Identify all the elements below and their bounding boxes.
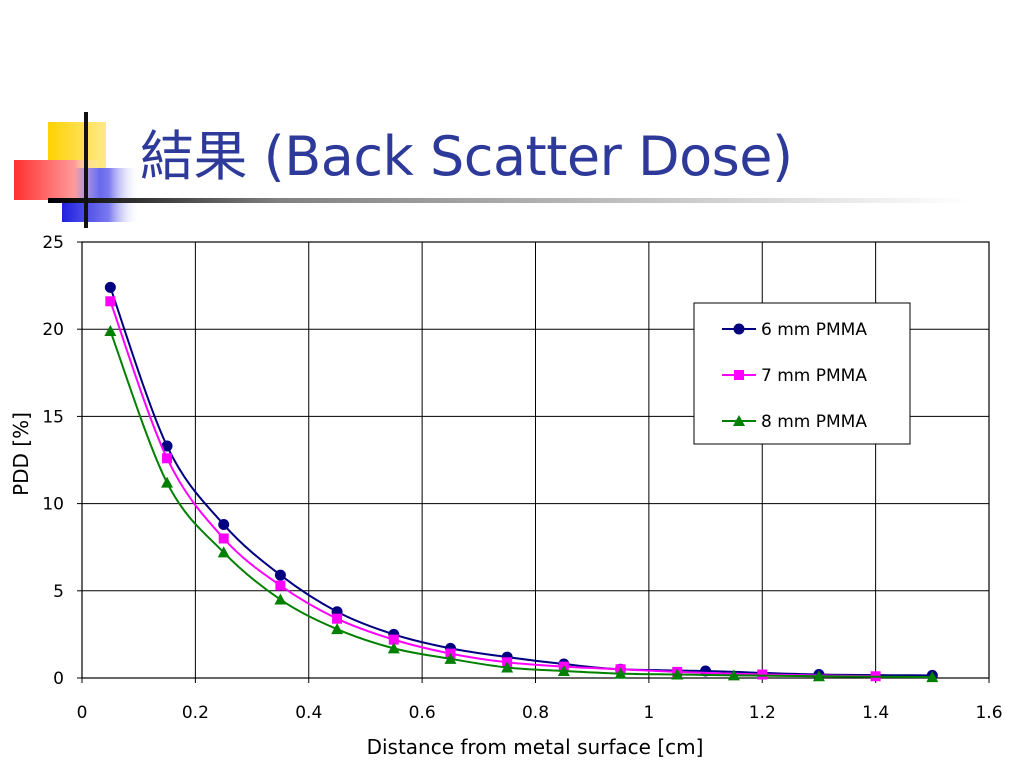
data-point	[501, 661, 514, 673]
slide-title: 結果 (Back Scatter Dose)	[140, 125, 793, 188]
legend-item: 7 mm PMMA	[722, 366, 867, 386]
x-tick-label: 1.2	[749, 703, 776, 723]
data-point	[331, 623, 344, 635]
legend-item: 6 mm PMMA	[722, 320, 867, 340]
data-point	[104, 324, 117, 336]
data-point	[218, 519, 230, 531]
legend-marker	[734, 370, 744, 380]
chart-legend: 6 mm PMMA 7 mm PMMA 8 mm PMMA	[693, 302, 911, 445]
data-point	[274, 593, 287, 605]
series-3	[104, 324, 939, 683]
legend-marker	[733, 323, 745, 335]
x-tick-label: 1.6	[975, 703, 1002, 723]
data-point	[332, 613, 343, 624]
x-tick-label: 1.4	[862, 703, 889, 723]
legend-label: 8 mm PMMA	[761, 412, 867, 432]
x-tick-label: 0	[77, 703, 88, 723]
x-tick-label: 0.6	[409, 703, 436, 723]
data-point	[161, 476, 174, 488]
title-underline	[48, 198, 968, 203]
data-point	[444, 652, 457, 664]
pdd-chart: 0 0.2 0.4 0.6 0.8 1 1.2 1.4 1.6 0 5 10 15 20 25 6 mm P…	[9, 233, 1003, 759]
data-point	[614, 667, 627, 679]
x-axis-label: Distance from metal surface [cm]	[367, 735, 704, 759]
data-point	[387, 642, 400, 654]
data-point	[812, 670, 825, 682]
legend-label: 7 mm PMMA	[761, 366, 867, 386]
x-tick-label: 0.2	[182, 703, 209, 723]
y-tick-label: 10	[42, 495, 64, 515]
data-point	[162, 453, 173, 464]
data-point	[217, 546, 230, 558]
x-tick-label: 0.4	[295, 703, 322, 723]
chart-axes: 0 0.2 0.4 0.6 0.8 1 1.2 1.4 1.6 0 5 10 15 20 25	[42, 233, 1002, 723]
yellow-square	[48, 122, 106, 178]
chart-series	[104, 281, 939, 683]
y-tick-label: 20	[42, 320, 64, 340]
data-point	[105, 296, 116, 307]
y-tick-label: 5	[53, 582, 64, 602]
legend-item: 8 mm PMMA	[722, 412, 867, 432]
y-tick-label: 15	[42, 407, 64, 427]
red-square	[14, 160, 100, 200]
legend-box	[693, 302, 911, 445]
legend-label: 6 mm PMMA	[761, 320, 867, 340]
legend-marker	[733, 415, 745, 426]
data-point	[274, 569, 286, 581]
vertical-bar	[84, 112, 88, 228]
data-point	[926, 671, 939, 683]
blue-square	[62, 168, 140, 222]
data-point	[727, 669, 740, 681]
y-tick-label: 25	[42, 233, 64, 253]
data-point	[275, 580, 286, 591]
data-point	[388, 634, 399, 645]
y-axis-label: PDD [%]	[9, 412, 33, 496]
data-point	[104, 281, 116, 293]
y-tick-label: 0	[53, 669, 64, 689]
x-tick-label: 1	[643, 703, 654, 723]
data-point	[757, 669, 768, 680]
x-tick-label: 0.8	[522, 703, 549, 723]
data-point	[671, 668, 684, 680]
series-line	[109, 300, 876, 678]
data-point	[557, 665, 570, 677]
data-point	[218, 533, 229, 544]
